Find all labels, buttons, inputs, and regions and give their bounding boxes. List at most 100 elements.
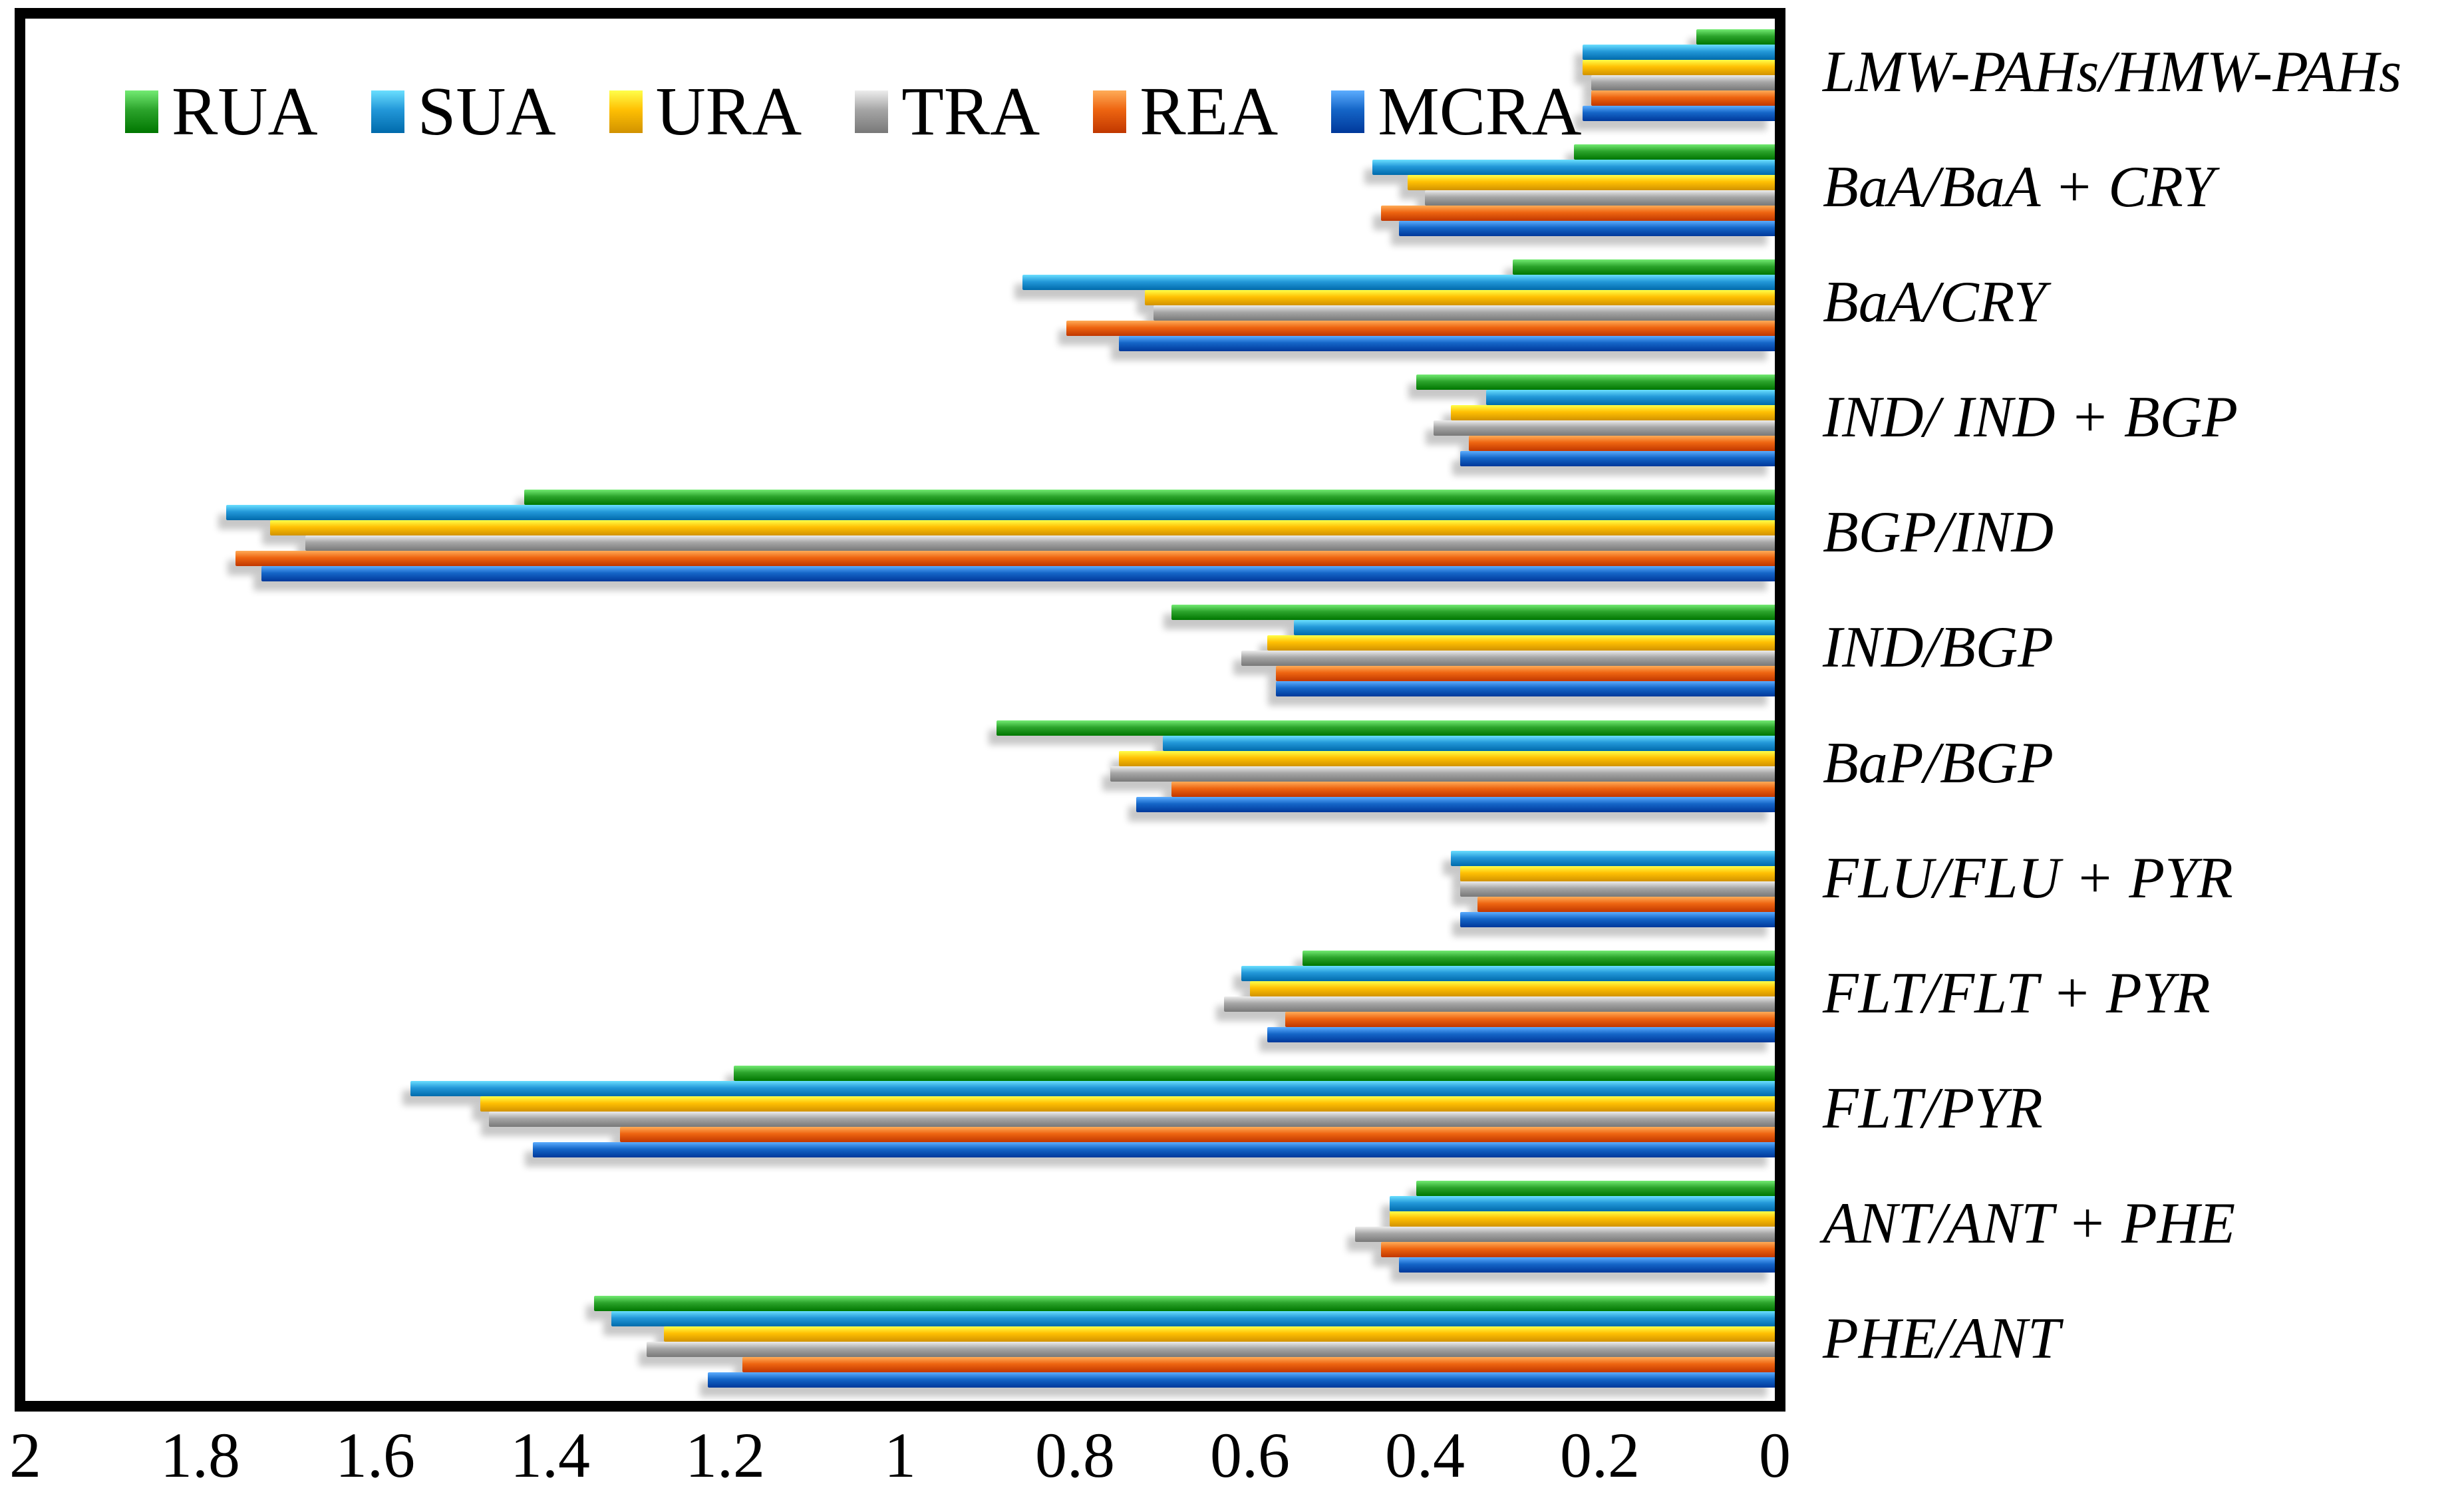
- legend-item-RUA: RUA: [125, 77, 318, 146]
- value-axis: 2 1.8 1.6 1.4 1.2 1 0.8 0.6 0.4 0.2 0: [9, 1420, 1791, 1503]
- bar-TRA: [1425, 190, 1775, 206]
- bar-RUA: [1302, 950, 1775, 966]
- category-label: IND/BGP: [1823, 615, 2054, 680]
- bar-REA: [1381, 1242, 1775, 1258]
- bar-URA: [1390, 1211, 1775, 1227]
- legend-swatch-icon: [371, 90, 404, 133]
- category-label: PHE/ANT: [1823, 1306, 2060, 1372]
- bar-URA: [663, 1326, 1775, 1342]
- legend-swatch-icon: [1331, 90, 1365, 133]
- legend-label: URA: [655, 73, 802, 150]
- bar-REA: [1477, 896, 1775, 912]
- legend-swatch-icon: [125, 90, 158, 133]
- bar-REA: [1171, 781, 1775, 797]
- bar-RUA: [734, 1066, 1775, 1082]
- bar-URA: [1451, 405, 1775, 421]
- legend-label: RUA: [172, 73, 318, 150]
- bar-MCRA: [1118, 335, 1775, 351]
- category-label: BaA/CRY: [1823, 269, 2046, 335]
- plot-area: RUA SUA URA TRA REA MCRA: [25, 19, 1775, 1401]
- bar-REA: [742, 1357, 1775, 1373]
- bar-MCRA: [1398, 220, 1775, 236]
- x-tick-label: 1.4: [510, 1420, 590, 1491]
- category-axis: LMW-PAHs/HMW-PAHs BaA/BaA + CRY BaA/CRY IND…: [1823, 19, 2461, 1401]
- x-tick-label: 0.4: [1385, 1420, 1465, 1491]
- bar-TRA: [1460, 881, 1775, 897]
- bar-URA: [1407, 174, 1775, 190]
- bar-TRA: [1110, 766, 1775, 782]
- bar-TRA: [305, 535, 1775, 551]
- bar-RUA: [1696, 29, 1775, 45]
- bar-MCRA: [532, 1142, 1775, 1158]
- bar-URA: [270, 520, 1775, 536]
- bar-MCRA: [1136, 796, 1775, 812]
- legend-label: REA: [1140, 73, 1279, 150]
- x-tick-label: 2: [9, 1420, 41, 1491]
- bar-REA: [1381, 205, 1775, 221]
- bar-SUA: [611, 1311, 1775, 1327]
- x-tick-label: 1.2: [685, 1420, 765, 1491]
- x-tick-label: 0: [1759, 1420, 1791, 1491]
- bar-RUA: [996, 720, 1775, 736]
- bar-URA: [1267, 635, 1775, 651]
- category-label: FLT/FLT + PYR: [1823, 961, 2211, 1026]
- bar-REA: [1285, 1011, 1775, 1027]
- x-tick-label: 0.8: [1035, 1420, 1115, 1491]
- bar-URA: [480, 1096, 1775, 1112]
- bar-TRA: [1354, 1227, 1775, 1243]
- bar-TRA: [1241, 651, 1775, 667]
- category-label: ANT/ANT + PHE: [1823, 1191, 2236, 1257]
- bar-MCRA: [1582, 105, 1775, 121]
- bar-TRA: [1154, 305, 1775, 321]
- bar-TRA: [1434, 420, 1775, 436]
- plot-frame: RUA SUA URA TRA REA MCRA: [15, 8, 1785, 1412]
- bar-SUA: [1372, 159, 1775, 175]
- legend-label: SUA: [417, 73, 556, 150]
- legend-item-MCRA: MCRA: [1331, 73, 1582, 150]
- legend-label: TRA: [901, 73, 1040, 150]
- bar-REA: [235, 551, 1775, 567]
- legend-label: MCRA: [1378, 73, 1582, 150]
- bar-SUA: [1293, 620, 1775, 636]
- legend: RUA SUA URA TRA REA MCRA: [125, 77, 1582, 146]
- legend-swatch-icon: [1093, 90, 1127, 133]
- bar-RUA: [1416, 375, 1775, 390]
- bar-MCRA: [707, 1372, 1775, 1388]
- bar-RUA: [524, 490, 1775, 506]
- bar-URA: [1118, 750, 1775, 766]
- bar-MCRA: [1267, 1026, 1775, 1042]
- bar-TRA: [646, 1342, 1775, 1358]
- bar-REA: [1468, 436, 1775, 452]
- category-label: FLT/PYR: [1823, 1076, 2043, 1141]
- legend-swatch-icon: [855, 90, 889, 133]
- x-tick-label: 1.8: [160, 1420, 240, 1491]
- legend-item-TRA: TRA: [855, 77, 1040, 146]
- bar-REA: [620, 1127, 1775, 1143]
- x-tick-label: 0.2: [1560, 1420, 1640, 1491]
- bar-SUA: [226, 505, 1775, 521]
- legend-item-SUA: SUA: [371, 77, 556, 146]
- bar-RUA: [593, 1296, 1775, 1312]
- bar-MCRA: [1460, 451, 1775, 467]
- bar-SUA: [410, 1081, 1775, 1097]
- bar-URA: [1582, 59, 1775, 75]
- bar-SUA: [1451, 850, 1775, 866]
- bar-RUA: [1512, 259, 1775, 275]
- bar-URA: [1145, 289, 1775, 305]
- bar-SUA: [1022, 274, 1775, 290]
- bar-REA: [1066, 320, 1775, 336]
- x-tick-label: 0.6: [1210, 1420, 1290, 1491]
- bar-TRA: [1591, 75, 1775, 90]
- bar-RUA: [1416, 1181, 1775, 1197]
- bar-TRA: [1223, 996, 1775, 1012]
- category-label: BaA/BaA + CRY: [1823, 154, 2215, 220]
- bar-SUA: [1162, 735, 1775, 751]
- bar-TRA: [488, 1112, 1775, 1128]
- category-label: FLU/FLU + PYR: [1823, 845, 2233, 911]
- legend-item-URA: URA: [609, 77, 802, 146]
- category-label: LMW-PAHs/HMW-PAHs: [1823, 39, 2402, 104]
- x-tick-label: 1: [884, 1420, 916, 1491]
- bar-URA: [1460, 865, 1775, 881]
- bar-MCRA: [261, 566, 1775, 582]
